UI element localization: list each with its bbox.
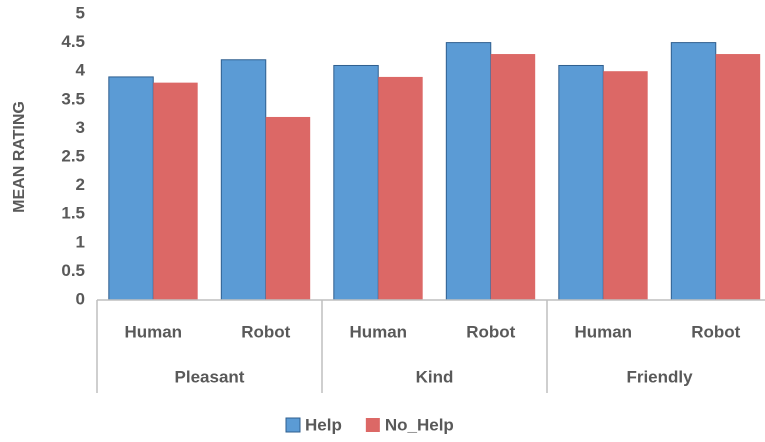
group-label: Pleasant — [175, 367, 245, 386]
x-tick-label: Robot — [241, 322, 290, 341]
bar — [603, 71, 648, 300]
bar — [715, 54, 761, 300]
bar — [333, 64, 379, 301]
legend-label: Help — [305, 415, 342, 434]
y-tick-label: 3 — [76, 118, 85, 137]
y-tick-label: 0 — [76, 289, 85, 308]
y-tick-label: 4 — [76, 61, 86, 80]
bar — [670, 42, 717, 301]
y-tick-label: 4.5 — [61, 32, 85, 51]
legend-swatch — [285, 417, 301, 433]
bar — [153, 82, 198, 300]
bar — [108, 76, 154, 301]
y-tick-label: 2.5 — [61, 146, 85, 165]
bar — [265, 116, 311, 301]
x-tick-label: Robot — [691, 322, 740, 341]
legend-swatch — [365, 418, 380, 432]
y-tick-label: 3.5 — [61, 89, 85, 108]
bar — [490, 54, 536, 300]
y-tick-label: 1 — [76, 232, 85, 251]
bar — [220, 59, 267, 301]
y-tick-label: 5 — [76, 3, 85, 22]
bar — [445, 42, 492, 301]
x-tick-label: Human — [574, 322, 632, 341]
x-tick-label: Robot — [466, 322, 515, 341]
y-tick-label: 1.5 — [61, 204, 85, 223]
group-label: Kind — [416, 367, 454, 386]
x-tick-label: Human — [349, 322, 407, 341]
y-axis-title: MEAN RATING — [11, 101, 28, 213]
group-label: Friendly — [626, 367, 693, 386]
bar — [378, 76, 423, 300]
y-tick-label: 0.5 — [61, 261, 85, 280]
bar — [558, 64, 604, 301]
x-tick-label: Human — [124, 322, 182, 341]
legend-label: No_Help — [385, 415, 454, 434]
y-tick-label: 2 — [76, 175, 85, 194]
